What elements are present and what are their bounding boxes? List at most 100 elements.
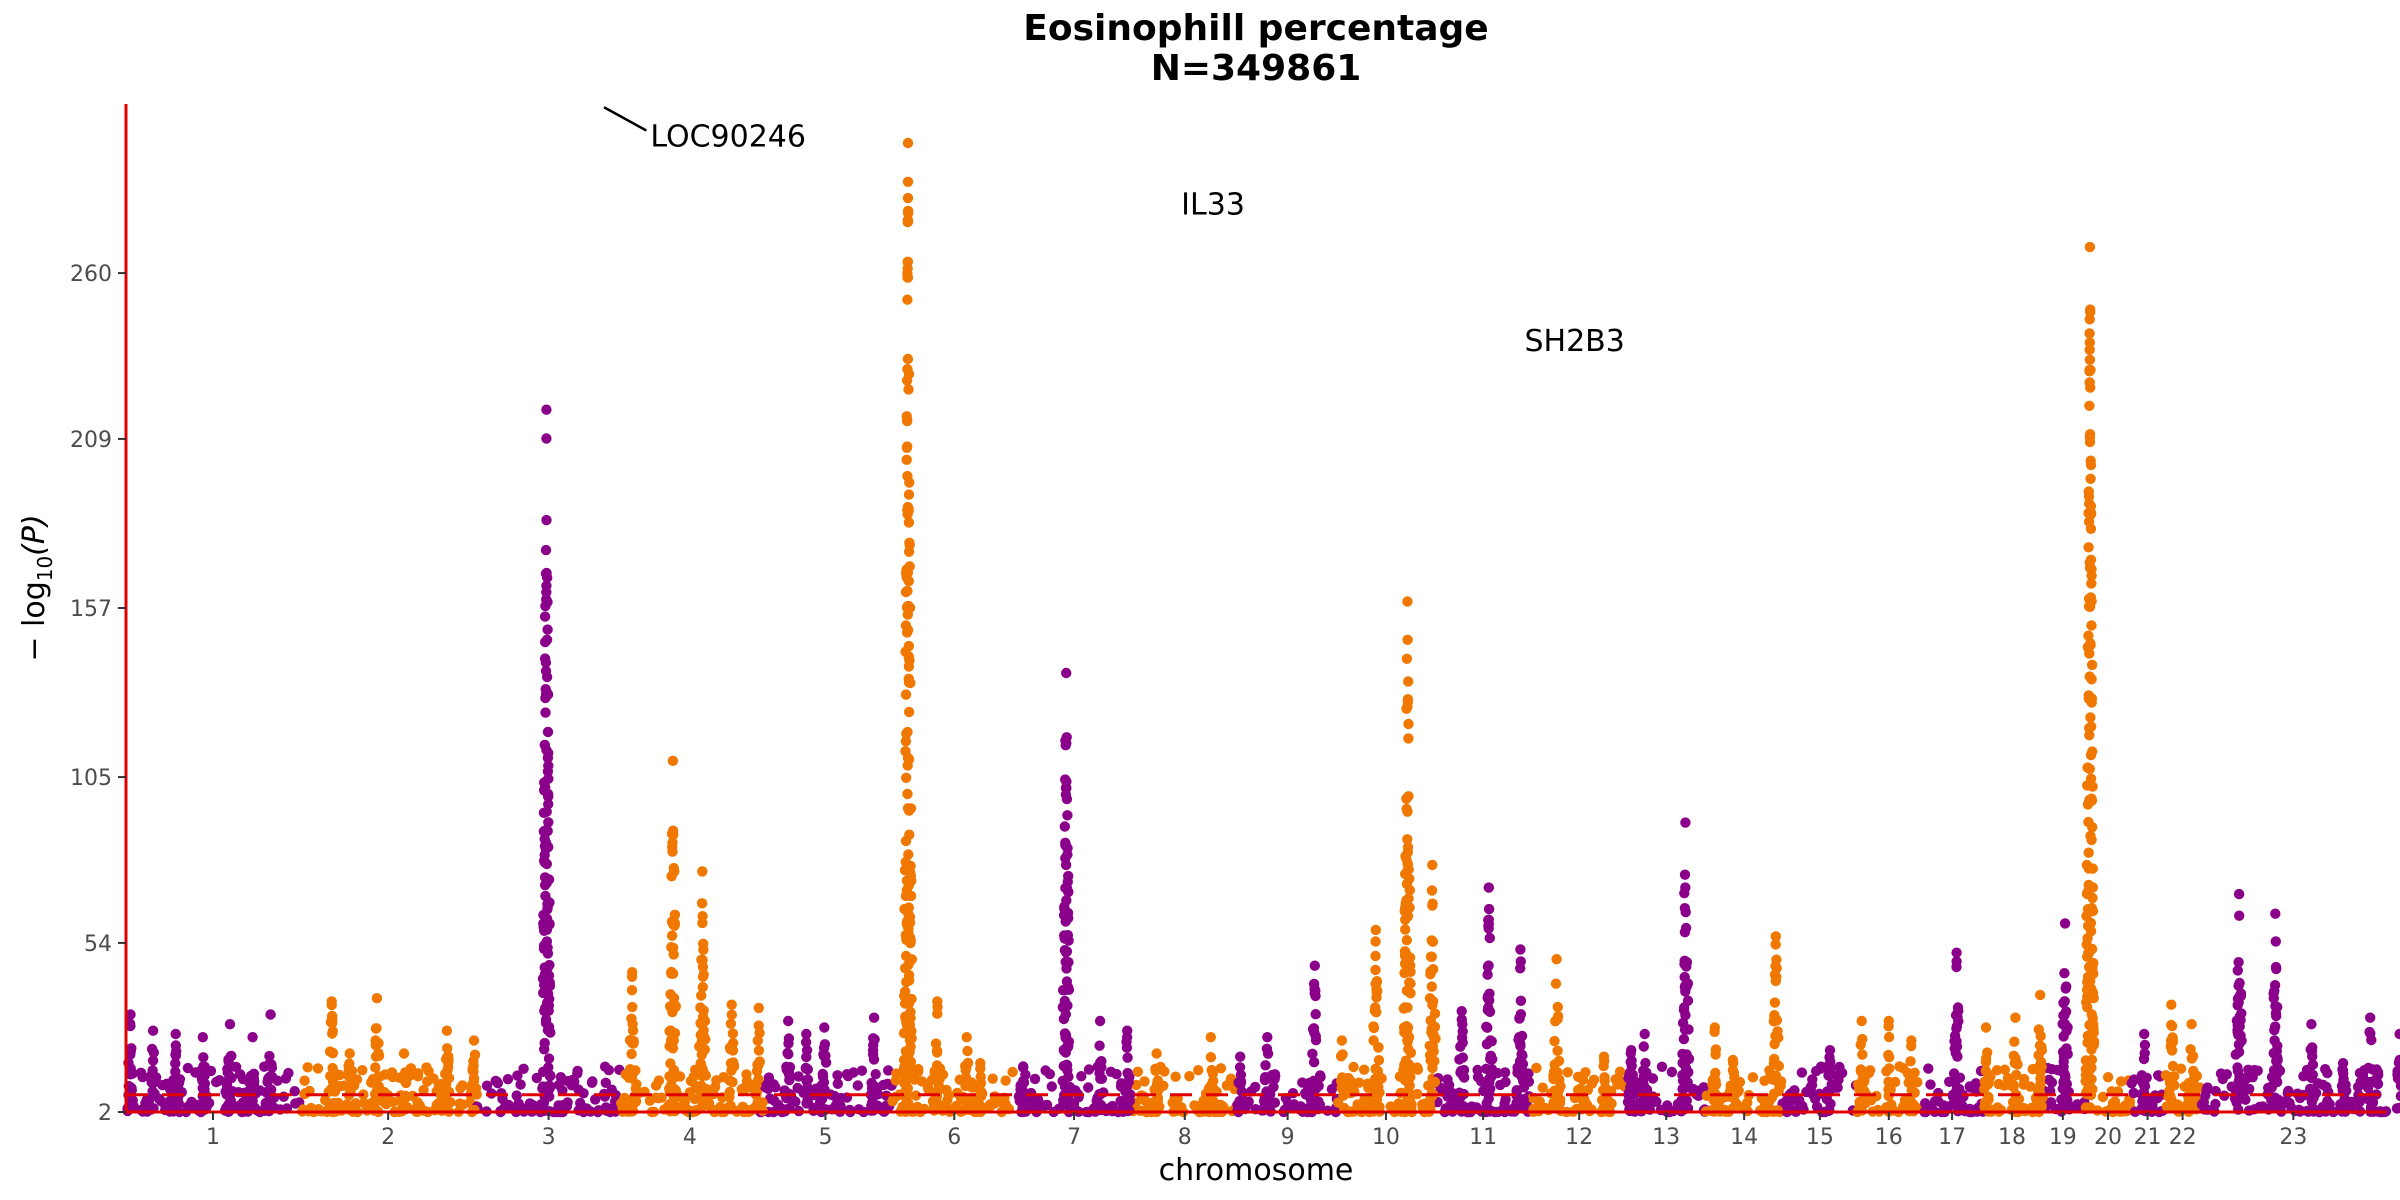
snp-point [511,1090,522,1101]
snp-point [2186,1053,2197,1064]
x-tick-label: 10 [1372,1125,1400,1150]
lead-snp-point [1483,882,1495,893]
snp-point [1443,1084,1455,1096]
snp-point [2034,1087,2046,1098]
snp-point [666,828,678,840]
snp-point [1404,1095,1415,1106]
snp-point [543,1053,555,1064]
snp-point [852,1080,863,1091]
snp-point [1680,986,1691,997]
snp-point [1991,1065,2003,1076]
snp-point [2233,957,2244,968]
snp-point [1427,1076,1439,1088]
snp-point [802,1082,813,1093]
snp-point [1514,1032,1525,1043]
snp-point [1811,1101,1823,1113]
snp-point [127,1095,138,1106]
snp-point [1999,1064,2011,1075]
snp-point [2363,1079,2375,1091]
snp-point [199,1084,210,1095]
lead-snp-point [1205,1032,1217,1043]
snp-point [1060,782,1072,793]
snp-point [630,1096,642,1108]
snp-point [666,930,678,941]
snp-point [1398,1003,1410,1014]
snp-point [2084,648,2095,659]
x-tick-label: 18 [1998,1125,2026,1150]
snp-point [2140,1096,2151,1108]
snp-point [1952,1051,1963,1062]
snp-point [1993,1078,2004,1090]
x-axis-title: chromosome [1159,1153,1354,1188]
snp-point [736,1084,747,1095]
snp-point [2210,1098,2221,1110]
snp-point [1295,1101,1306,1112]
snp-point [1683,1053,1694,1064]
snp-point [1337,1049,1348,1060]
snp-point [1638,1041,1650,1052]
snp-point [1060,789,1072,800]
snp-point [469,1049,481,1061]
x-tick-label: 12 [1565,1125,1593,1150]
lead-snp-point [468,1035,480,1046]
snp-point [1000,1075,1011,1086]
snp-point [1122,1067,1133,1079]
snp-point [1332,1097,1344,1108]
snp-point [543,817,554,828]
snp-point [442,1062,454,1073]
snp-point [1370,950,1381,962]
snp-point [627,1018,638,1030]
lead-snp-point [1061,667,1072,679]
snp-point [539,777,550,788]
snp-point [1426,935,1437,946]
x-tick-label: 13 [1652,1125,1680,1150]
snp-point [2084,344,2095,355]
lead-snp-point [371,993,383,1004]
snp-point [2087,746,2098,757]
snp-point [903,600,914,612]
snp-point [1402,834,1413,845]
snp-point [496,1088,507,1099]
snp-point [2083,593,2095,604]
snp-point [2084,763,2095,775]
lead-snp-point [1094,1015,1106,1027]
snp-point [1472,1071,1484,1083]
lead-snp-point [2186,1018,2197,1030]
snp-point [2234,1071,2245,1082]
snp-point [901,375,913,386]
snp-point [223,1054,234,1065]
snp-point [697,917,708,929]
snp-point [2060,983,2071,994]
snp-point [1485,1035,1496,1046]
snp-point [2270,936,2281,947]
snp-point [348,1102,360,1113]
snp-point [2307,1059,2319,1070]
snp-point [1679,869,1691,880]
snp-point [2058,1010,2069,1021]
snp-point [541,514,552,526]
snp-point [902,263,913,274]
snp-point [1495,1079,1506,1091]
snp-point [2080,1055,2092,1066]
snp-point [539,611,551,622]
snp-point [469,1104,480,1116]
snp-point [1483,1093,1494,1104]
snp-point [2175,1063,2187,1074]
snp-point [2355,1076,2366,1088]
snp-point [1310,990,1321,1002]
snp-point [883,1065,894,1076]
snp-point [668,1102,679,1114]
snp-point [248,1068,260,1080]
snp-point [1948,1068,1960,1079]
annotation-leader-line [603,106,647,132]
snp-point [2086,983,2097,995]
snp-point [518,1063,529,1075]
snp-point [1189,1100,1200,1111]
snp-point [903,706,915,718]
snp-point [2233,1046,2245,1058]
snp-point [1310,1009,1321,1020]
snp-point [481,1080,493,1091]
snp-point [2196,1099,2208,1110]
snp-point [147,1069,159,1080]
snp-point [283,1067,294,1079]
